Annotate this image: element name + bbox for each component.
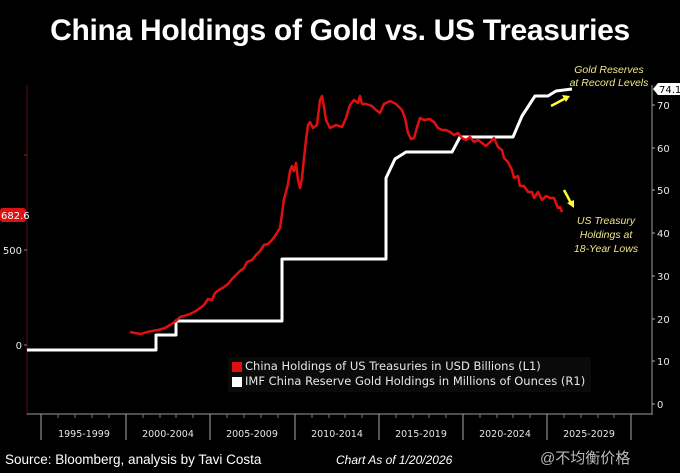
svg-text:500: 500 bbox=[3, 246, 22, 257]
left-last-value-badge bbox=[0, 208, 26, 222]
x-axis-minor-ticks bbox=[57, 414, 615, 418]
svg-text:at Record Levels: at Record Levels bbox=[570, 77, 650, 89]
svg-text:18-Year Lows: 18-Year Lows bbox=[574, 243, 639, 255]
gold-holdings-line bbox=[27, 87, 573, 352]
svg-text:Gold Reserves: Gold Reserves bbox=[574, 64, 644, 76]
svg-text:2015-2019: 2015-2019 bbox=[395, 429, 447, 440]
svg-text:50: 50 bbox=[657, 186, 670, 197]
gold-annotation: Gold Reserves at Record Levels bbox=[570, 64, 650, 89]
weibo-watermark: @不均衡价格 bbox=[540, 450, 631, 467]
treasuries-holdings-line bbox=[129, 94, 564, 336]
svg-text:0: 0 bbox=[657, 400, 663, 411]
svg-text:2020-2024: 2020-2024 bbox=[479, 429, 531, 440]
svg-text:US Treasury: US Treasury bbox=[577, 215, 636, 227]
right-last-value-badge bbox=[653, 83, 680, 95]
as-of-date: Chart As of 1/20/2026 bbox=[336, 453, 453, 467]
svg-text:40: 40 bbox=[657, 229, 670, 240]
chart-title: China Holdings of Gold vs. US Treasuries bbox=[50, 14, 630, 47]
svg-text:2010-2014: 2010-2014 bbox=[311, 429, 363, 440]
svg-text:2000-2004: 2000-2004 bbox=[142, 429, 194, 440]
chart-legend: China Holdings of US Treasuries in USD B… bbox=[228, 357, 592, 392]
svg-text:10: 10 bbox=[657, 357, 670, 368]
svg-text:2005-2009: 2005-2009 bbox=[226, 429, 278, 440]
left-axis-labels: 0 500 682.6 bbox=[0, 154, 30, 352]
svg-text:30: 30 bbox=[657, 272, 670, 283]
svg-text:682.6: 682.6 bbox=[1, 211, 30, 222]
svg-text:60: 60 bbox=[657, 144, 670, 155]
legend-swatch-white bbox=[232, 376, 242, 387]
svg-text:Holdings at: Holdings at bbox=[580, 229, 634, 241]
svg-text:0: 0 bbox=[16, 341, 22, 352]
svg-text:2025-2029: 2025-2029 bbox=[563, 429, 615, 440]
treasury-down-arrow-icon bbox=[562, 189, 574, 208]
legend-item-treasuries: China Holdings of US Treasuries in USD B… bbox=[232, 359, 585, 374]
treasury-annotation: US Treasury Holdings at 18-Year Lows bbox=[574, 215, 639, 255]
legend-item-gold: IMF China Reserve Gold Holdings in Milli… bbox=[232, 374, 585, 389]
gold-up-arrow-icon bbox=[550, 95, 570, 108]
svg-text:20: 20 bbox=[657, 315, 670, 326]
right-axis-labels: 0 10 20 30 40 50 60 70 74.1 bbox=[652, 83, 680, 411]
x-axis-ticks bbox=[40, 414, 632, 440]
svg-text:1995-1999: 1995-1999 bbox=[58, 429, 110, 440]
svg-text:70: 70 bbox=[657, 101, 670, 112]
x-axis-labels: 1995-1999 2000-2004 2005-2009 2010-2014 … bbox=[58, 429, 615, 440]
source-note: Source: Bloomberg, analysis by Tavi Cost… bbox=[5, 452, 262, 467]
svg-text:74.1: 74.1 bbox=[659, 85, 680, 96]
legend-swatch-red bbox=[232, 361, 242, 372]
